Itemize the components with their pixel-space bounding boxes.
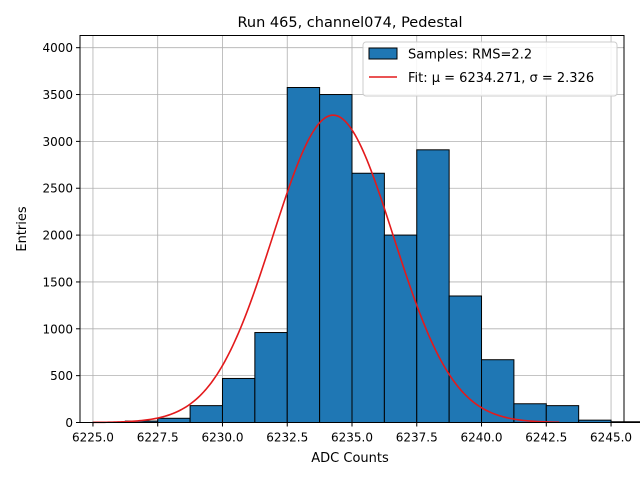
histogram-bar — [221, 377, 256, 423]
histogram-bar — [351, 172, 385, 423]
y-tick-label: 1500 — [42, 275, 73, 289]
legend: Samples: RMS=2.2 Fit: μ = 6234.271, σ = … — [362, 41, 618, 97]
x-tick-label: 6237.5 — [396, 431, 438, 445]
histogram-bar — [189, 405, 223, 424]
y-tick-label: 4000 — [42, 41, 73, 55]
x-tick-label: 6240.0 — [461, 431, 503, 445]
x-tick-label: 6235.0 — [331, 431, 373, 445]
histogram-bar — [286, 87, 321, 424]
y-axis-label: Entries — [15, 206, 30, 252]
fit-curve — [92, 114, 560, 424]
chart-title: Run 465, channel074, Pedestal — [237, 15, 462, 31]
histogram-bar — [319, 94, 353, 423]
histogram-bar — [383, 234, 418, 423]
x-tick-label: 6225.0 — [72, 431, 114, 445]
x-axis-ticks: 6225.0 6227.5 6230.0 6232.5 6235.0 6237.5 6240… — [72, 422, 632, 445]
y-tick-label: 500 — [50, 369, 73, 383]
x-tick-label: 6232.5 — [266, 431, 308, 445]
x-tick-label: 6245.0 — [590, 431, 632, 445]
y-tick-label: 2500 — [42, 182, 73, 196]
y-tick-label: 1000 — [42, 322, 73, 336]
histogram-bar — [448, 295, 483, 423]
histogram-bar — [545, 405, 580, 424]
y-tick-label: 2000 — [42, 229, 73, 243]
x-tick-label: 6227.5 — [137, 431, 179, 445]
legend-label-fit: Fit: μ = 6234.271, σ = 2.326 — [408, 71, 594, 86]
x-tick-label: 6242.5 — [525, 431, 567, 445]
legend-swatch-samples — [368, 47, 398, 60]
histogram-bar — [416, 149, 450, 423]
y-tick-label: 3500 — [42, 88, 73, 102]
histogram-bar — [254, 332, 288, 423]
y-tick-label: 3000 — [42, 135, 73, 149]
y-tick-label: 0 — [65, 416, 73, 430]
histogram-bar — [157, 417, 191, 424]
histogram-bars — [92, 87, 640, 424]
y-axis-ticks: 0 500 1000 1500 2000 2500 3000 3500 4000 — [42, 41, 80, 430]
x-tick-label: 6230.0 — [201, 431, 243, 445]
legend-box — [362, 41, 618, 97]
x-axis-label: ADC Counts — [311, 451, 389, 466]
histogram-bar — [481, 359, 515, 424]
legend-label-samples: Samples: RMS=2.2 — [408, 48, 532, 63]
